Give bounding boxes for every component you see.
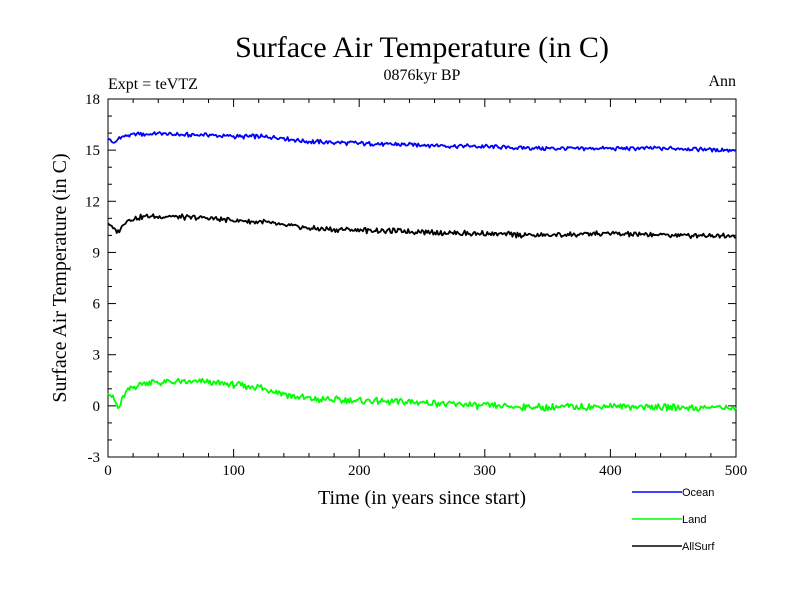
legend-label-ocean: Ocean — [682, 487, 714, 499]
legend-label-land: Land — [682, 514, 706, 526]
x-tick-label: 0 — [104, 463, 112, 479]
x-tick-label: 200 — [348, 463, 371, 479]
y-tick-label: 6 — [93, 297, 101, 313]
chart-subtitle: 0876kyr BP — [384, 67, 461, 84]
y-tick-label: 3 — [93, 348, 101, 364]
x-axis: 0 100 200 300 400 500 — [104, 99, 747, 479]
x-axis-label: Time (in years since start) — [318, 487, 526, 509]
series-line-allsurf — [107, 213, 737, 240]
series-line-ocean — [107, 131, 737, 153]
y-axis: -3 0 3 6 9 12 15 18 — [85, 92, 736, 466]
experiment-label: Expt = teVTZ — [108, 76, 198, 93]
y-tick-label: 9 — [93, 245, 101, 261]
legend: Ocean Land AllSurf — [632, 487, 715, 553]
series-line-land — [107, 377, 737, 412]
y-tick-label: -3 — [88, 450, 101, 466]
y-tick-label: 12 — [85, 194, 100, 210]
y-axis-label: Surface Air Temperature (in C) — [49, 153, 71, 402]
series-layer — [107, 131, 737, 412]
x-tick-label: 300 — [474, 463, 497, 479]
y-tick-label: 0 — [93, 399, 101, 415]
season-label: Ann — [708, 73, 736, 90]
x-tick-label: 100 — [222, 463, 245, 479]
y-tick-label: 18 — [85, 92, 100, 108]
y-tick-label: 15 — [85, 143, 100, 159]
legend-label-allsurf: AllSurf — [682, 541, 715, 553]
chart-title: Surface Air Temperature (in C) — [235, 31, 609, 64]
plot-frame — [107, 98, 737, 458]
x-tick-label: 500 — [725, 463, 748, 479]
x-tick-label: 400 — [599, 463, 622, 479]
